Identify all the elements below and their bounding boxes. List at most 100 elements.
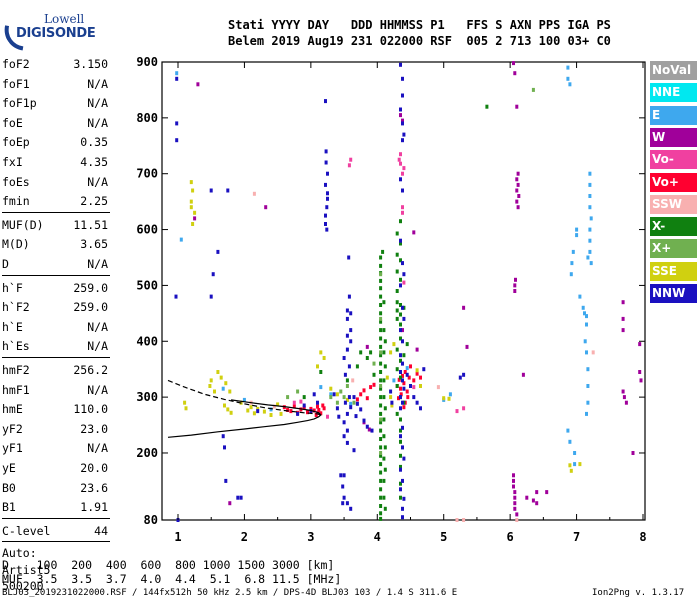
param-value: 256.2 bbox=[73, 363, 108, 377]
echo-point-x- bbox=[382, 456, 386, 461]
echo-point-nnw bbox=[359, 407, 363, 412]
param-value: N/A bbox=[87, 339, 108, 354]
echo-point-e bbox=[578, 294, 582, 299]
echo-point-x- bbox=[379, 328, 383, 333]
param-row: foEp 0.35 bbox=[2, 132, 108, 152]
echo-point-x- bbox=[382, 300, 386, 305]
echo-point-nnw bbox=[422, 367, 426, 372]
echo-point-nnw bbox=[175, 138, 179, 143]
param-name: M(D) bbox=[2, 237, 30, 252]
echo-point-nnw bbox=[324, 213, 327, 218]
echo-point-vo- bbox=[397, 396, 400, 401]
echo-point-sse bbox=[385, 375, 389, 380]
param-separator bbox=[2, 517, 110, 519]
echo-point-vo- bbox=[359, 392, 363, 397]
echo-points bbox=[174, 61, 643, 522]
echo-point-x- bbox=[383, 339, 387, 344]
echo-point-nnw bbox=[345, 428, 349, 433]
echo-point-e bbox=[585, 411, 588, 416]
echo-point-nnw bbox=[209, 188, 213, 193]
param-name: fxI bbox=[2, 155, 23, 169]
echo-point-nnw bbox=[370, 428, 374, 433]
echo-point-nnw bbox=[399, 177, 402, 182]
param-value: N/A bbox=[87, 96, 108, 111]
echo-point-sse bbox=[208, 384, 212, 388]
echo-point-x- bbox=[395, 347, 399, 352]
echo-point-x- bbox=[379, 504, 383, 508]
echo-point-x- bbox=[379, 470, 383, 475]
echo-point-sse bbox=[189, 180, 193, 185]
echo-point-nnw bbox=[175, 121, 179, 126]
echo-point-x- bbox=[399, 453, 402, 458]
echo-point-vo- bbox=[289, 409, 293, 414]
echo-point-sse bbox=[262, 409, 266, 414]
echo-point-nnw bbox=[349, 339, 353, 344]
param-row: hmF1 N/A bbox=[2, 380, 108, 400]
echo-point-vo- bbox=[326, 414, 329, 419]
echo-point-nnw bbox=[211, 272, 215, 277]
param-row: h`E N/A bbox=[2, 317, 108, 337]
echo-point-x- bbox=[345, 384, 349, 388]
echo-point-e bbox=[566, 65, 570, 70]
echo-point-vo- bbox=[316, 404, 319, 409]
echo-point-nnw bbox=[324, 99, 327, 104]
echo-point-nnw bbox=[401, 378, 404, 383]
echo-point-vo- bbox=[365, 396, 369, 401]
param-name: foF2 bbox=[2, 57, 30, 71]
echo-point-e bbox=[568, 439, 572, 444]
echo-point-w bbox=[515, 104, 519, 109]
echo-point-vo- bbox=[369, 385, 373, 390]
echo-point-vo- bbox=[401, 210, 404, 215]
echo-point-sse bbox=[246, 408, 250, 413]
echo-point-nnw bbox=[256, 409, 260, 414]
echo-point-x- bbox=[382, 395, 386, 400]
echo-point-nnw bbox=[401, 305, 404, 310]
echo-point-x- bbox=[382, 478, 386, 483]
echo-point-nnw bbox=[401, 478, 404, 483]
echo-point-nnw bbox=[401, 76, 404, 81]
echo-point-w bbox=[621, 316, 625, 321]
param-name: h`F2 bbox=[2, 300, 30, 315]
echo-point-nnw bbox=[401, 188, 404, 193]
echo-point-w bbox=[228, 501, 232, 506]
echo-point-ssw bbox=[591, 350, 595, 355]
distance-row: D 100 200 400 600 800 1000 1500 3000 [km… bbox=[2, 558, 335, 572]
param-name: B0 bbox=[2, 480, 16, 495]
echo-point-x- bbox=[399, 312, 402, 317]
echo-point-nnw bbox=[402, 132, 406, 137]
param-row: h`F 259.0 bbox=[2, 278, 108, 298]
param-name: yF1 bbox=[2, 441, 23, 456]
echo-point-vo- bbox=[455, 409, 459, 414]
echo-point-x- bbox=[395, 300, 399, 305]
param-name: yE bbox=[2, 461, 16, 475]
echo-point-nnw bbox=[399, 62, 402, 67]
echo-point-w bbox=[462, 305, 466, 310]
echo-point-x- bbox=[345, 378, 349, 383]
echo-point-x- bbox=[302, 395, 306, 400]
echo-point-vo- bbox=[406, 395, 410, 400]
echo-point-w bbox=[516, 205, 520, 210]
echo-point-nnw bbox=[343, 400, 347, 405]
echo-point-nnw bbox=[399, 434, 402, 439]
param-value: 2.25 bbox=[80, 194, 108, 209]
echo-point-nnw bbox=[347, 364, 351, 369]
echo-point-nnw bbox=[458, 375, 462, 380]
echo-point-x- bbox=[381, 249, 385, 254]
x-tick-label: 2 bbox=[241, 530, 248, 544]
echo-point-sse bbox=[279, 411, 283, 416]
echo-point-w bbox=[415, 347, 419, 352]
echo-point-e bbox=[448, 392, 452, 397]
echo-point-x- bbox=[399, 358, 402, 363]
muf-row: MUF 3.5 3.5 3.7 4.0 4.4 5.1 6.8 11.5 [MH… bbox=[2, 572, 342, 586]
echo-point-w bbox=[513, 501, 517, 506]
echo-point-nnw bbox=[402, 386, 406, 391]
legend-item-ssw: SSW bbox=[650, 194, 697, 214]
echo-point-ssw bbox=[272, 404, 276, 409]
echo-point-vo- bbox=[399, 392, 403, 397]
echo-point-nnw bbox=[325, 205, 329, 210]
echo-point-nnw bbox=[302, 403, 306, 408]
echo-point-nnw bbox=[399, 238, 402, 243]
echo-point-x- bbox=[379, 386, 383, 391]
echo-point-vo- bbox=[405, 389, 409, 394]
echo-point-e bbox=[588, 249, 592, 254]
